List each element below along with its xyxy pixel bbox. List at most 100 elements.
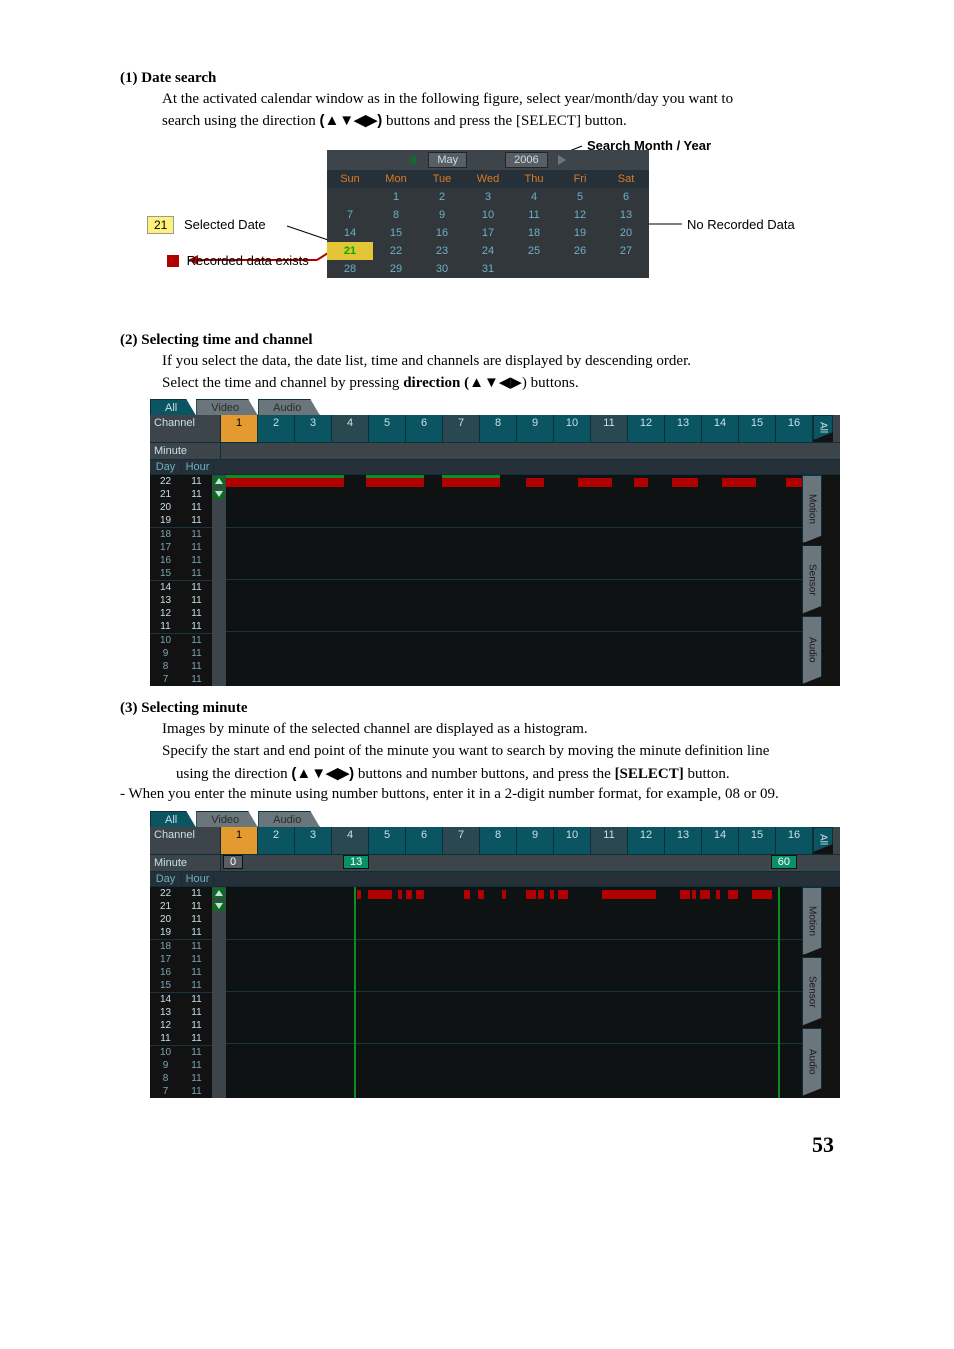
channel-header[interactable]: 3 [295, 415, 332, 442]
calendar-cell[interactable]: 24 [465, 242, 511, 260]
calendar-cell[interactable]: 21 [327, 242, 373, 260]
hour-cell[interactable]: 11 [181, 607, 212, 620]
hour-cell[interactable]: 11 [181, 673, 212, 686]
calendar-cell[interactable]: 11 [511, 206, 557, 224]
channel-header[interactable]: 14 [702, 415, 739, 442]
tab-all-2[interactable]: All [150, 811, 196, 828]
calendar-cell[interactable] [603, 260, 649, 278]
calendar-cell[interactable]: 6 [603, 188, 649, 206]
channel-header[interactable]: 12 [628, 415, 665, 442]
minute-end[interactable]: 60 [771, 855, 797, 869]
day-cell[interactable]: 18 [150, 940, 181, 953]
channel-header[interactable]: 2 [258, 415, 295, 442]
channel-header[interactable]: 7 [443, 415, 480, 442]
hour-cell[interactable]: 11 [181, 953, 212, 966]
day-cell[interactable]: 10 [150, 634, 181, 647]
channel-header[interactable]: 6 [406, 827, 443, 854]
side-tab[interactable]: Audio [802, 1028, 822, 1096]
calendar-cell[interactable]: 27 [603, 242, 649, 260]
channel-header[interactable]: 13 [665, 827, 702, 854]
minute-marker[interactable] [354, 887, 356, 1098]
scroll-up-icon-2[interactable] [213, 888, 225, 898]
day-cell[interactable]: 11 [150, 1032, 181, 1045]
hour-cell[interactable]: 11 [181, 966, 212, 979]
side-tab[interactable]: Motion [802, 887, 822, 955]
day-cell[interactable]: 14 [150, 581, 181, 594]
hour-cell[interactable]: 11 [181, 528, 212, 541]
hour-cell[interactable]: 11 [181, 647, 212, 660]
minute-selected[interactable]: 13 [343, 855, 369, 869]
channel-header[interactable]: 1 [221, 827, 258, 854]
day-cell[interactable]: 11 [150, 620, 181, 633]
day-cell[interactable]: 8 [150, 1072, 181, 1085]
calendar-cell[interactable]: 2 [419, 188, 465, 206]
channel-header[interactable]: 2 [258, 827, 295, 854]
calendar-cell[interactable]: 29 [373, 260, 419, 278]
channel-header[interactable]: 10 [554, 415, 591, 442]
tab-all[interactable]: All [150, 399, 196, 416]
calendar-cell[interactable]: 12 [557, 206, 603, 224]
calendar-cell[interactable]: 18 [511, 224, 557, 242]
hour-cell[interactable]: 11 [181, 1006, 212, 1019]
day-cell[interactable]: 19 [150, 514, 181, 527]
calendar-cell[interactable]: 1 [373, 188, 419, 206]
calendar-year[interactable]: 2006 [505, 152, 547, 168]
hour-cell[interactable]: 11 [181, 1019, 212, 1032]
day-cell[interactable]: 13 [150, 1006, 181, 1019]
hour-cell[interactable]: 11 [181, 541, 212, 554]
hour-cell[interactable]: 11 [181, 620, 212, 633]
day-cell[interactable]: 8 [150, 660, 181, 673]
side-tab[interactable]: Motion [802, 475, 822, 543]
channel-header[interactable]: 5 [369, 415, 406, 442]
day-cell[interactable]: 21 [150, 900, 181, 913]
day-cell[interactable]: 22 [150, 475, 181, 488]
side-tab-all-2[interactable]: All [813, 827, 833, 852]
calendar-cell[interactable]: 20 [603, 224, 649, 242]
calendar-cell[interactable]: 5 [557, 188, 603, 206]
day-cell[interactable]: 7 [150, 1085, 181, 1098]
channel-header[interactable]: 15 [739, 827, 776, 854]
calendar-cell[interactable]: 13 [603, 206, 649, 224]
hour-cell[interactable]: 11 [181, 594, 212, 607]
hour-cell[interactable]: 11 [181, 567, 212, 580]
channel-header[interactable]: 6 [406, 415, 443, 442]
calendar-cell[interactable]: 19 [557, 224, 603, 242]
hour-cell[interactable]: 11 [181, 501, 212, 514]
calendar-cell[interactable]: 10 [465, 206, 511, 224]
channel-header[interactable]: 14 [702, 827, 739, 854]
day-cell[interactable]: 17 [150, 541, 181, 554]
channel-header[interactable]: 11 [591, 827, 628, 854]
channel-header[interactable]: 10 [554, 827, 591, 854]
hour-cell[interactable]: 11 [181, 634, 212, 647]
channel-header[interactable]: 4 [332, 415, 369, 442]
scroll-up-icon[interactable] [213, 476, 225, 486]
calendar-grid[interactable]: SunMonTueWedThuFriSat 123456789101112131… [327, 170, 649, 278]
day-cell[interactable]: 18 [150, 528, 181, 541]
hour-cell[interactable]: 11 [181, 900, 212, 913]
hour-cell[interactable]: 11 [181, 660, 212, 673]
tab-video[interactable]: Video [196, 399, 258, 416]
channel-header[interactable]: 16 [776, 415, 813, 442]
channel-header[interactable]: 15 [739, 415, 776, 442]
channel-header[interactable]: 1 [221, 415, 258, 442]
calendar-cell[interactable]: 31 [465, 260, 511, 278]
channel-header[interactable]: 9 [517, 415, 554, 442]
day-cell[interactable]: 15 [150, 567, 181, 580]
channel-header[interactable]: 9 [517, 827, 554, 854]
day-cell[interactable]: 22 [150, 887, 181, 900]
calendar-cell[interactable] [327, 188, 373, 206]
calendar-cell[interactable]: 25 [511, 242, 557, 260]
calendar-cell[interactable]: 8 [373, 206, 419, 224]
calendar-cell[interactable]: 4 [511, 188, 557, 206]
hour-cell[interactable]: 11 [181, 1085, 212, 1098]
calendar-cell[interactable]: 23 [419, 242, 465, 260]
hour-cell[interactable]: 11 [181, 1059, 212, 1072]
tab-audio-2[interactable]: Audio [258, 811, 320, 828]
side-tab[interactable]: Sensor [802, 545, 822, 613]
day-cell[interactable]: 17 [150, 953, 181, 966]
calendar-cell[interactable] [511, 260, 557, 278]
day-cell[interactable]: 12 [150, 1019, 181, 1032]
calendar-cell[interactable]: 14 [327, 224, 373, 242]
day-cell[interactable]: 9 [150, 647, 181, 660]
hour-cell[interactable]: 11 [181, 554, 212, 567]
